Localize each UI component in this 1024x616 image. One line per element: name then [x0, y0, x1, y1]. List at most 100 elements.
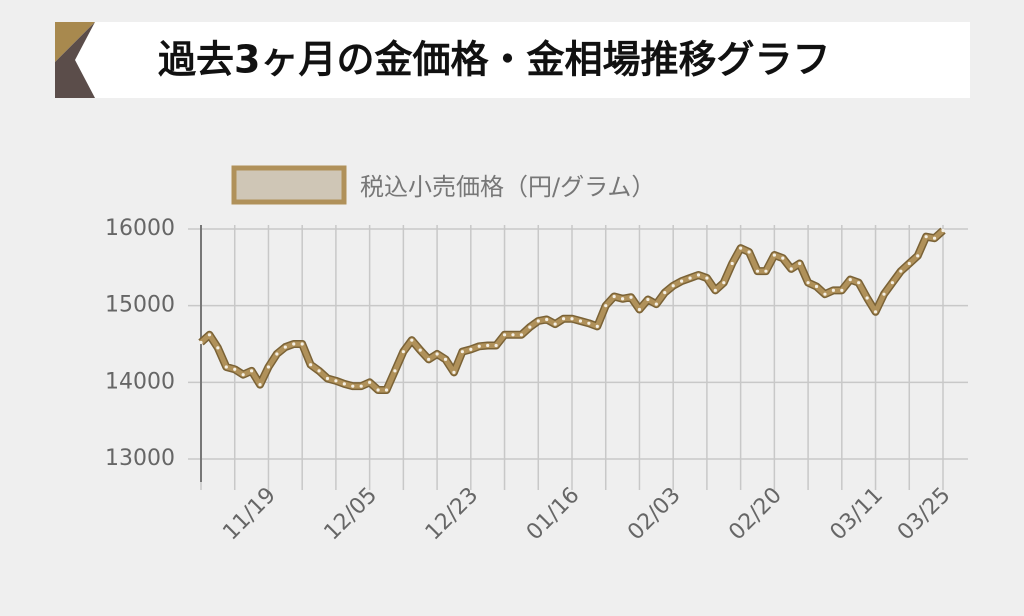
point — [814, 284, 819, 289]
point — [806, 281, 810, 285]
y-tick-label: 13000 — [105, 446, 175, 471]
point — [654, 302, 658, 306]
point — [334, 379, 338, 383]
point — [528, 325, 532, 329]
point — [747, 250, 751, 254]
point — [469, 347, 473, 351]
point — [309, 363, 313, 367]
point — [300, 342, 304, 346]
point — [907, 261, 911, 266]
point — [502, 333, 507, 337]
x-tick-label: 11/19 — [218, 483, 281, 546]
point — [570, 317, 574, 321]
point — [924, 235, 928, 239]
point — [612, 294, 616, 299]
point — [848, 278, 852, 282]
legend-swatch — [231, 165, 347, 205]
point — [688, 276, 692, 280]
y-tick-label: 15000 — [105, 293, 175, 318]
point — [266, 365, 271, 369]
point — [561, 317, 566, 321]
point — [604, 304, 608, 308]
point — [536, 319, 540, 323]
point — [705, 276, 709, 280]
point — [578, 319, 583, 323]
point — [873, 310, 878, 314]
point — [292, 342, 296, 346]
point — [241, 373, 245, 377]
point — [216, 346, 220, 350]
point — [789, 267, 793, 271]
point — [283, 345, 287, 349]
point — [486, 343, 490, 348]
point — [620, 297, 625, 301]
point — [764, 269, 768, 273]
point — [587, 321, 591, 325]
point — [629, 295, 633, 299]
point — [637, 307, 642, 312]
point — [511, 333, 515, 337]
point — [207, 333, 212, 337]
point — [359, 384, 363, 388]
point — [275, 352, 279, 356]
point — [916, 254, 920, 258]
y-tick-label: 14000 — [105, 369, 175, 394]
point — [890, 281, 895, 285]
point — [840, 288, 844, 292]
point — [199, 340, 203, 345]
point — [418, 348, 422, 352]
point — [882, 292, 886, 296]
point — [899, 269, 903, 273]
y-tick-label: 16000 — [105, 216, 175, 241]
point — [696, 273, 701, 277]
x-tick-label: 12/23 — [421, 483, 484, 546]
point — [553, 322, 557, 326]
x-tick-label: 12/05 — [320, 483, 383, 546]
point — [393, 369, 397, 373]
point — [233, 367, 237, 371]
point — [460, 350, 464, 354]
point — [427, 357, 431, 361]
point — [730, 261, 734, 266]
point — [932, 236, 937, 240]
point — [831, 288, 835, 292]
point — [317, 369, 321, 373]
point — [494, 343, 498, 348]
point — [798, 261, 802, 266]
title-icon — [55, 22, 95, 98]
point — [410, 338, 414, 342]
point — [772, 253, 776, 257]
point — [435, 352, 439, 356]
point — [342, 382, 346, 386]
point — [671, 284, 675, 288]
x-tick-label: 03/25 — [893, 483, 956, 546]
point — [376, 388, 380, 392]
point — [545, 317, 549, 322]
point — [443, 357, 448, 361]
point — [401, 350, 405, 354]
point — [249, 369, 254, 373]
point — [477, 344, 481, 348]
x-tick-label: 03/11 — [826, 483, 889, 546]
point — [941, 228, 945, 233]
chart-title: 過去3ヶ月の金価格・金相場推移グラフ — [158, 38, 830, 82]
point — [680, 279, 684, 283]
point — [722, 281, 726, 285]
point — [325, 376, 330, 381]
point — [384, 388, 389, 392]
x-tick-label: 02/20 — [724, 483, 787, 546]
x-tick-label: 02/03 — [623, 483, 686, 546]
point — [865, 296, 869, 300]
point — [224, 365, 228, 369]
point — [781, 256, 785, 260]
x-tick-label: 01/16 — [522, 483, 585, 546]
point — [519, 333, 524, 337]
point — [351, 384, 355, 388]
point — [452, 370, 456, 374]
point — [857, 281, 861, 285]
point — [646, 297, 650, 302]
point — [755, 269, 760, 273]
title-bar — [55, 22, 970, 98]
point — [368, 380, 372, 384]
point — [739, 246, 743, 250]
